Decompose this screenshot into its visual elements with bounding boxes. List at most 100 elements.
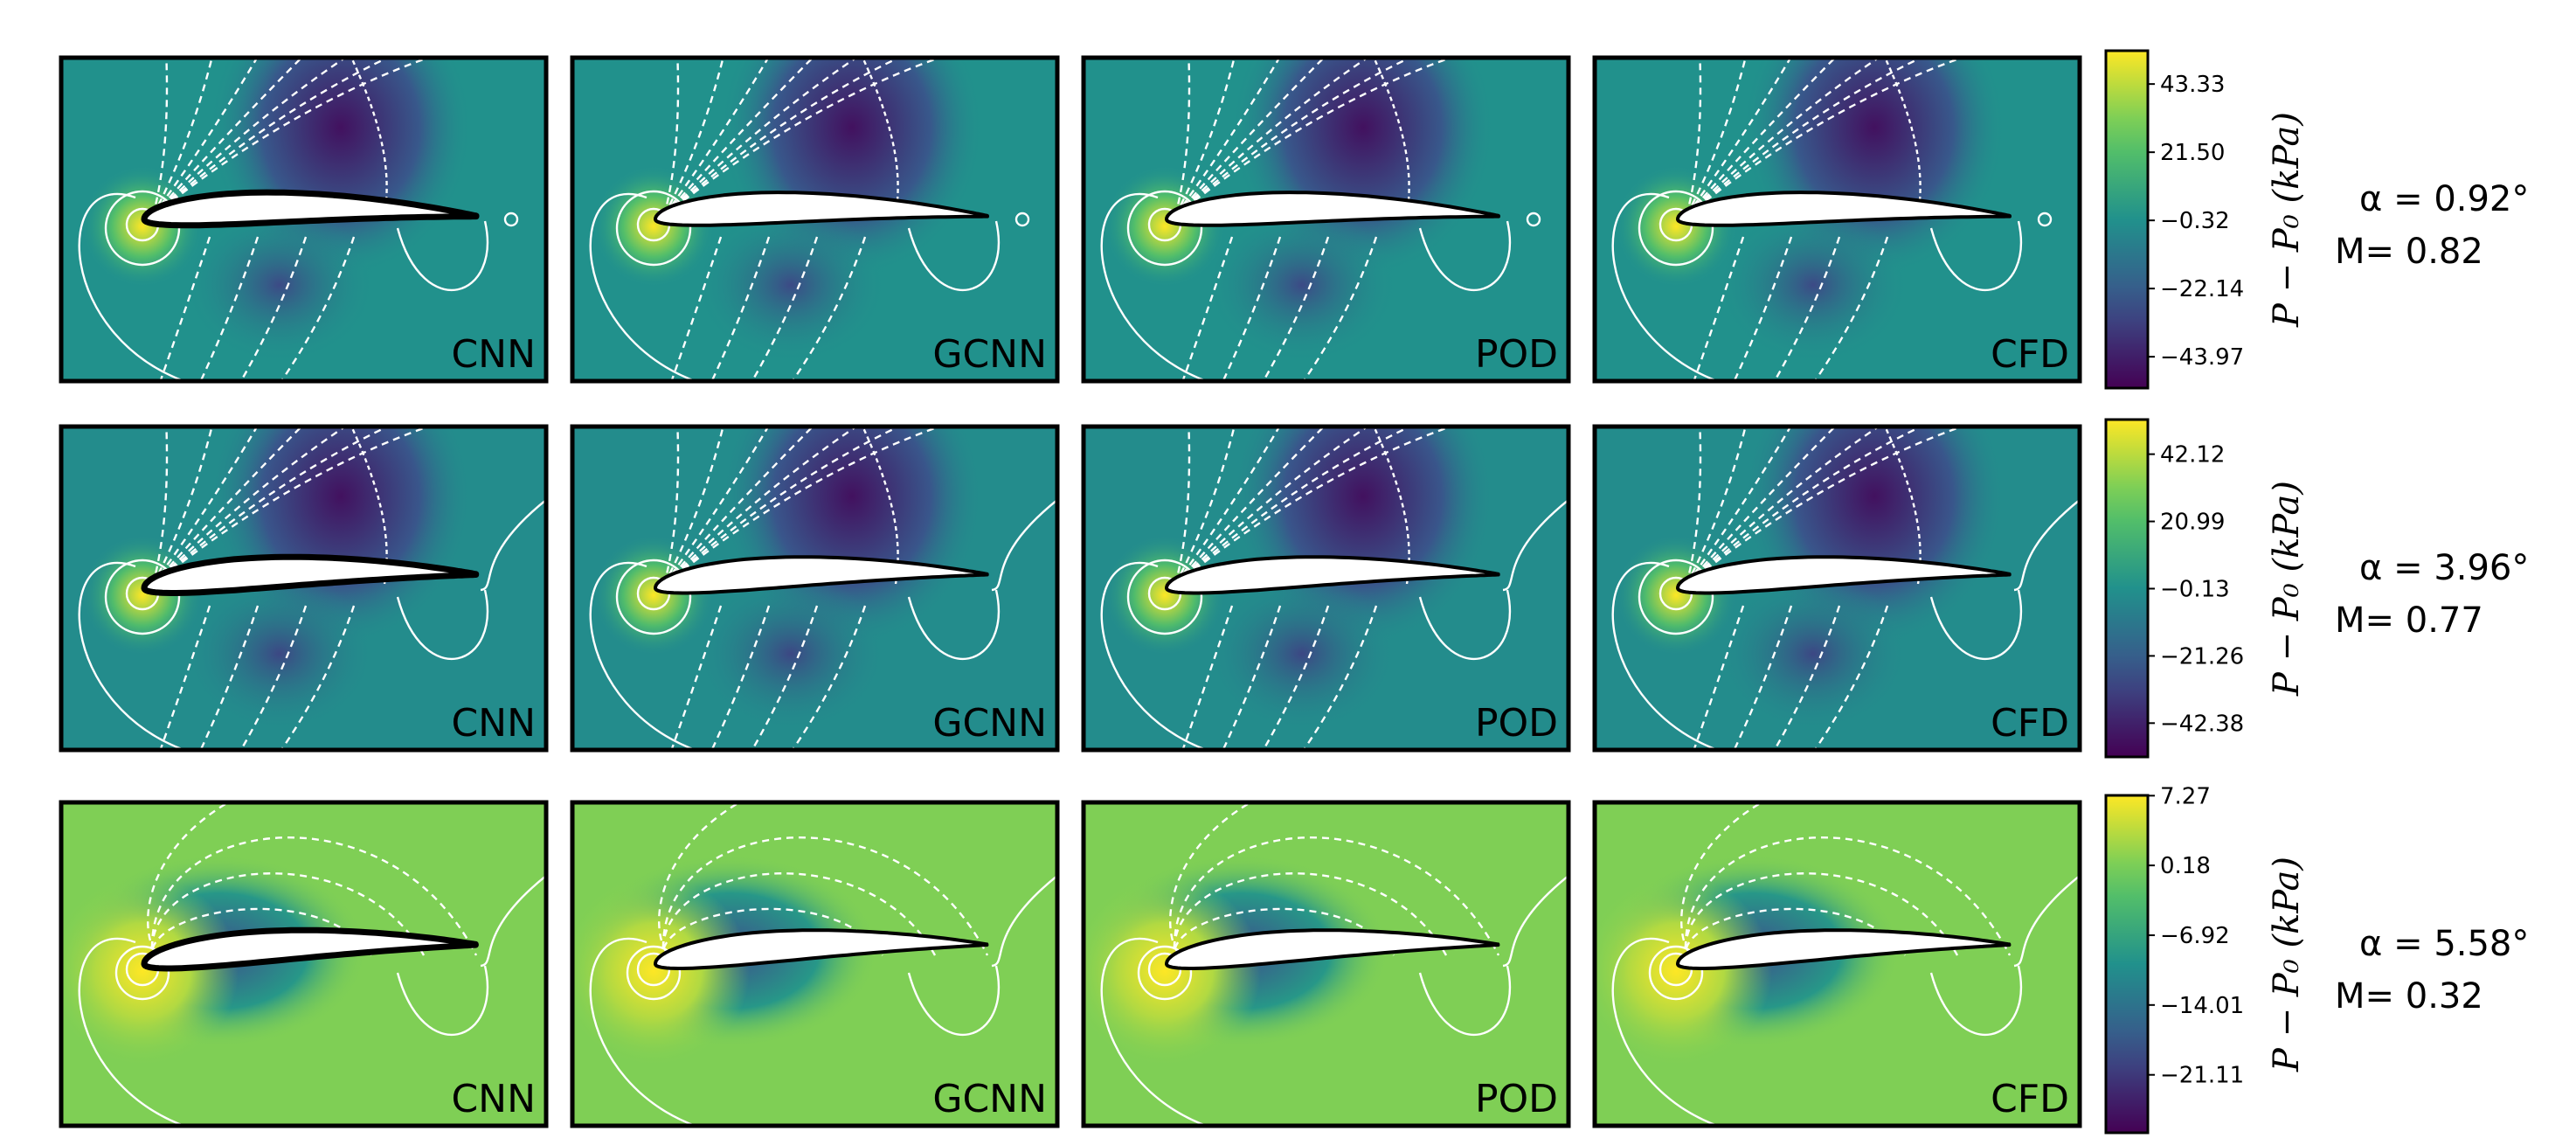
dashed-contour [280,605,356,750]
panel-gcnn-row2 [572,427,1057,750]
dashed-contour [1685,58,1702,217]
method-label: CFD [1991,1077,2069,1121]
alpha-label: α = 0.92° [2359,179,2529,219]
dashed-contour [662,427,680,586]
dashed-contour [151,427,169,586]
panel-frame [1592,424,2082,753]
dashed-contour [663,58,859,217]
stagnation-region [572,875,750,1067]
dashed-contour [663,427,770,586]
dashed-contour [151,58,169,217]
dashed-contour [1174,58,1454,217]
dashed-contour [1262,605,1330,750]
lower-suction-region [1206,206,1398,364]
alpha-label: α = 3.96° [2359,548,2529,588]
stagnation-region [61,875,239,1067]
method-label: POD [1475,701,1558,746]
panel-frame [1592,800,2082,1128]
dashed-contour [663,58,814,217]
colorbar-tick-label: −21.26 [2160,643,2244,670]
flow-conditions: α = 0.92° M= 0.82 α = 3.96° M= 0.77 α = 5.58… [2335,179,2529,1017]
dashed-contour [1174,427,1281,586]
dashed-contour [791,236,867,381]
airfoil [1676,191,2012,227]
solid-contour [1418,220,1512,292]
dashed-contour [1684,872,1959,961]
method-label: CNN [451,1077,536,1121]
dashed-contour [1174,427,1326,586]
method-label: GCNN [932,701,1047,746]
solid-contour [1418,589,1512,661]
colorbar-tick-label: −0.32 [2160,208,2230,234]
dashed-contour [1686,58,1792,217]
solid-contour [1638,559,1714,635]
dashed-contour [751,236,819,381]
panel-frame [1081,55,1571,384]
dashed-contour [1685,58,1747,217]
dashed-contour [1773,236,1841,381]
panel-cnn-row1 [61,58,546,381]
dashed-contour [1174,58,1413,217]
stagnation-region [592,534,715,656]
dashed-contour [1686,427,1881,586]
alpha-label: α = 5.58° [2359,924,2529,964]
dashed-contour [1686,58,1881,217]
method-label: CNN [451,332,536,377]
colorbar-row3: 7.27 0.18 −6.92 −14.01 −21.11 P − P₀ (kPa) [2104,783,2307,1135]
panel-cfd-row2 [1595,427,2080,750]
dashed-contour [1686,427,1924,586]
airfoil [141,553,480,596]
colorbar-tick-label: −43.97 [2160,344,2244,371]
dashed-contour [1773,605,1841,750]
dashed-contour [152,58,348,217]
solid-contour [1502,874,1568,968]
dashed-contour [663,58,943,217]
shock-contour [1372,427,1410,585]
solid-contour [396,220,489,292]
dashed-contour [152,427,391,586]
shock-contour [861,58,899,216]
solid-contour [104,559,181,635]
colorbar-axis-label: P − P₀ (kPa) [2267,857,2307,1072]
colorbar-gradient [2104,418,2150,759]
solid-contour [1929,589,2023,661]
colorbar-gradient [2104,49,2150,390]
solid-contour [589,561,699,750]
dashed-contour [663,427,943,586]
method-label: POD [1475,1077,1558,1121]
lower-suction-region [695,206,887,364]
shock-contour [350,58,388,216]
solid-contour [615,559,692,635]
colorbar-axis-label: P − P₀ (kPa) [2267,112,2307,328]
solid-contour [1126,190,1203,267]
dashed-contour [1813,236,1889,381]
solid-contour [396,965,489,1037]
method-label: CFD [1991,332,2069,377]
panel-cnn-row3 [61,802,546,1126]
dashed-contour [663,427,902,586]
airfoil [654,191,989,227]
dashed-contour [1174,427,1454,586]
solid-contour [2013,498,2080,592]
colorbar-tick-label: 7.27 [2160,783,2211,809]
dashed-contour [1684,836,2012,961]
colorbar-tick-label: 43.33 [2160,72,2225,98]
panel-frame [1081,424,1571,753]
solid-contour [78,561,188,750]
dashed-contour [661,836,989,961]
dashed-contour [280,236,356,381]
solid-contour [78,192,188,381]
dashed-contour [150,836,478,961]
colorbar-tick-label: −0.13 [2160,576,2230,602]
method-label: GCNN [932,332,1047,377]
solid-contour [1100,937,1210,1126]
dashed-contour [1174,427,1370,586]
dashed-contour [663,427,859,586]
dashed-contour [1302,236,1378,381]
colorbar-tick-label: −21.11 [2160,1063,2244,1089]
dashed-contour [152,58,432,217]
solid-contour [991,874,1057,968]
solid-contour [615,190,692,267]
dashed-contour [1686,427,1792,586]
solid-contour [589,937,699,1126]
